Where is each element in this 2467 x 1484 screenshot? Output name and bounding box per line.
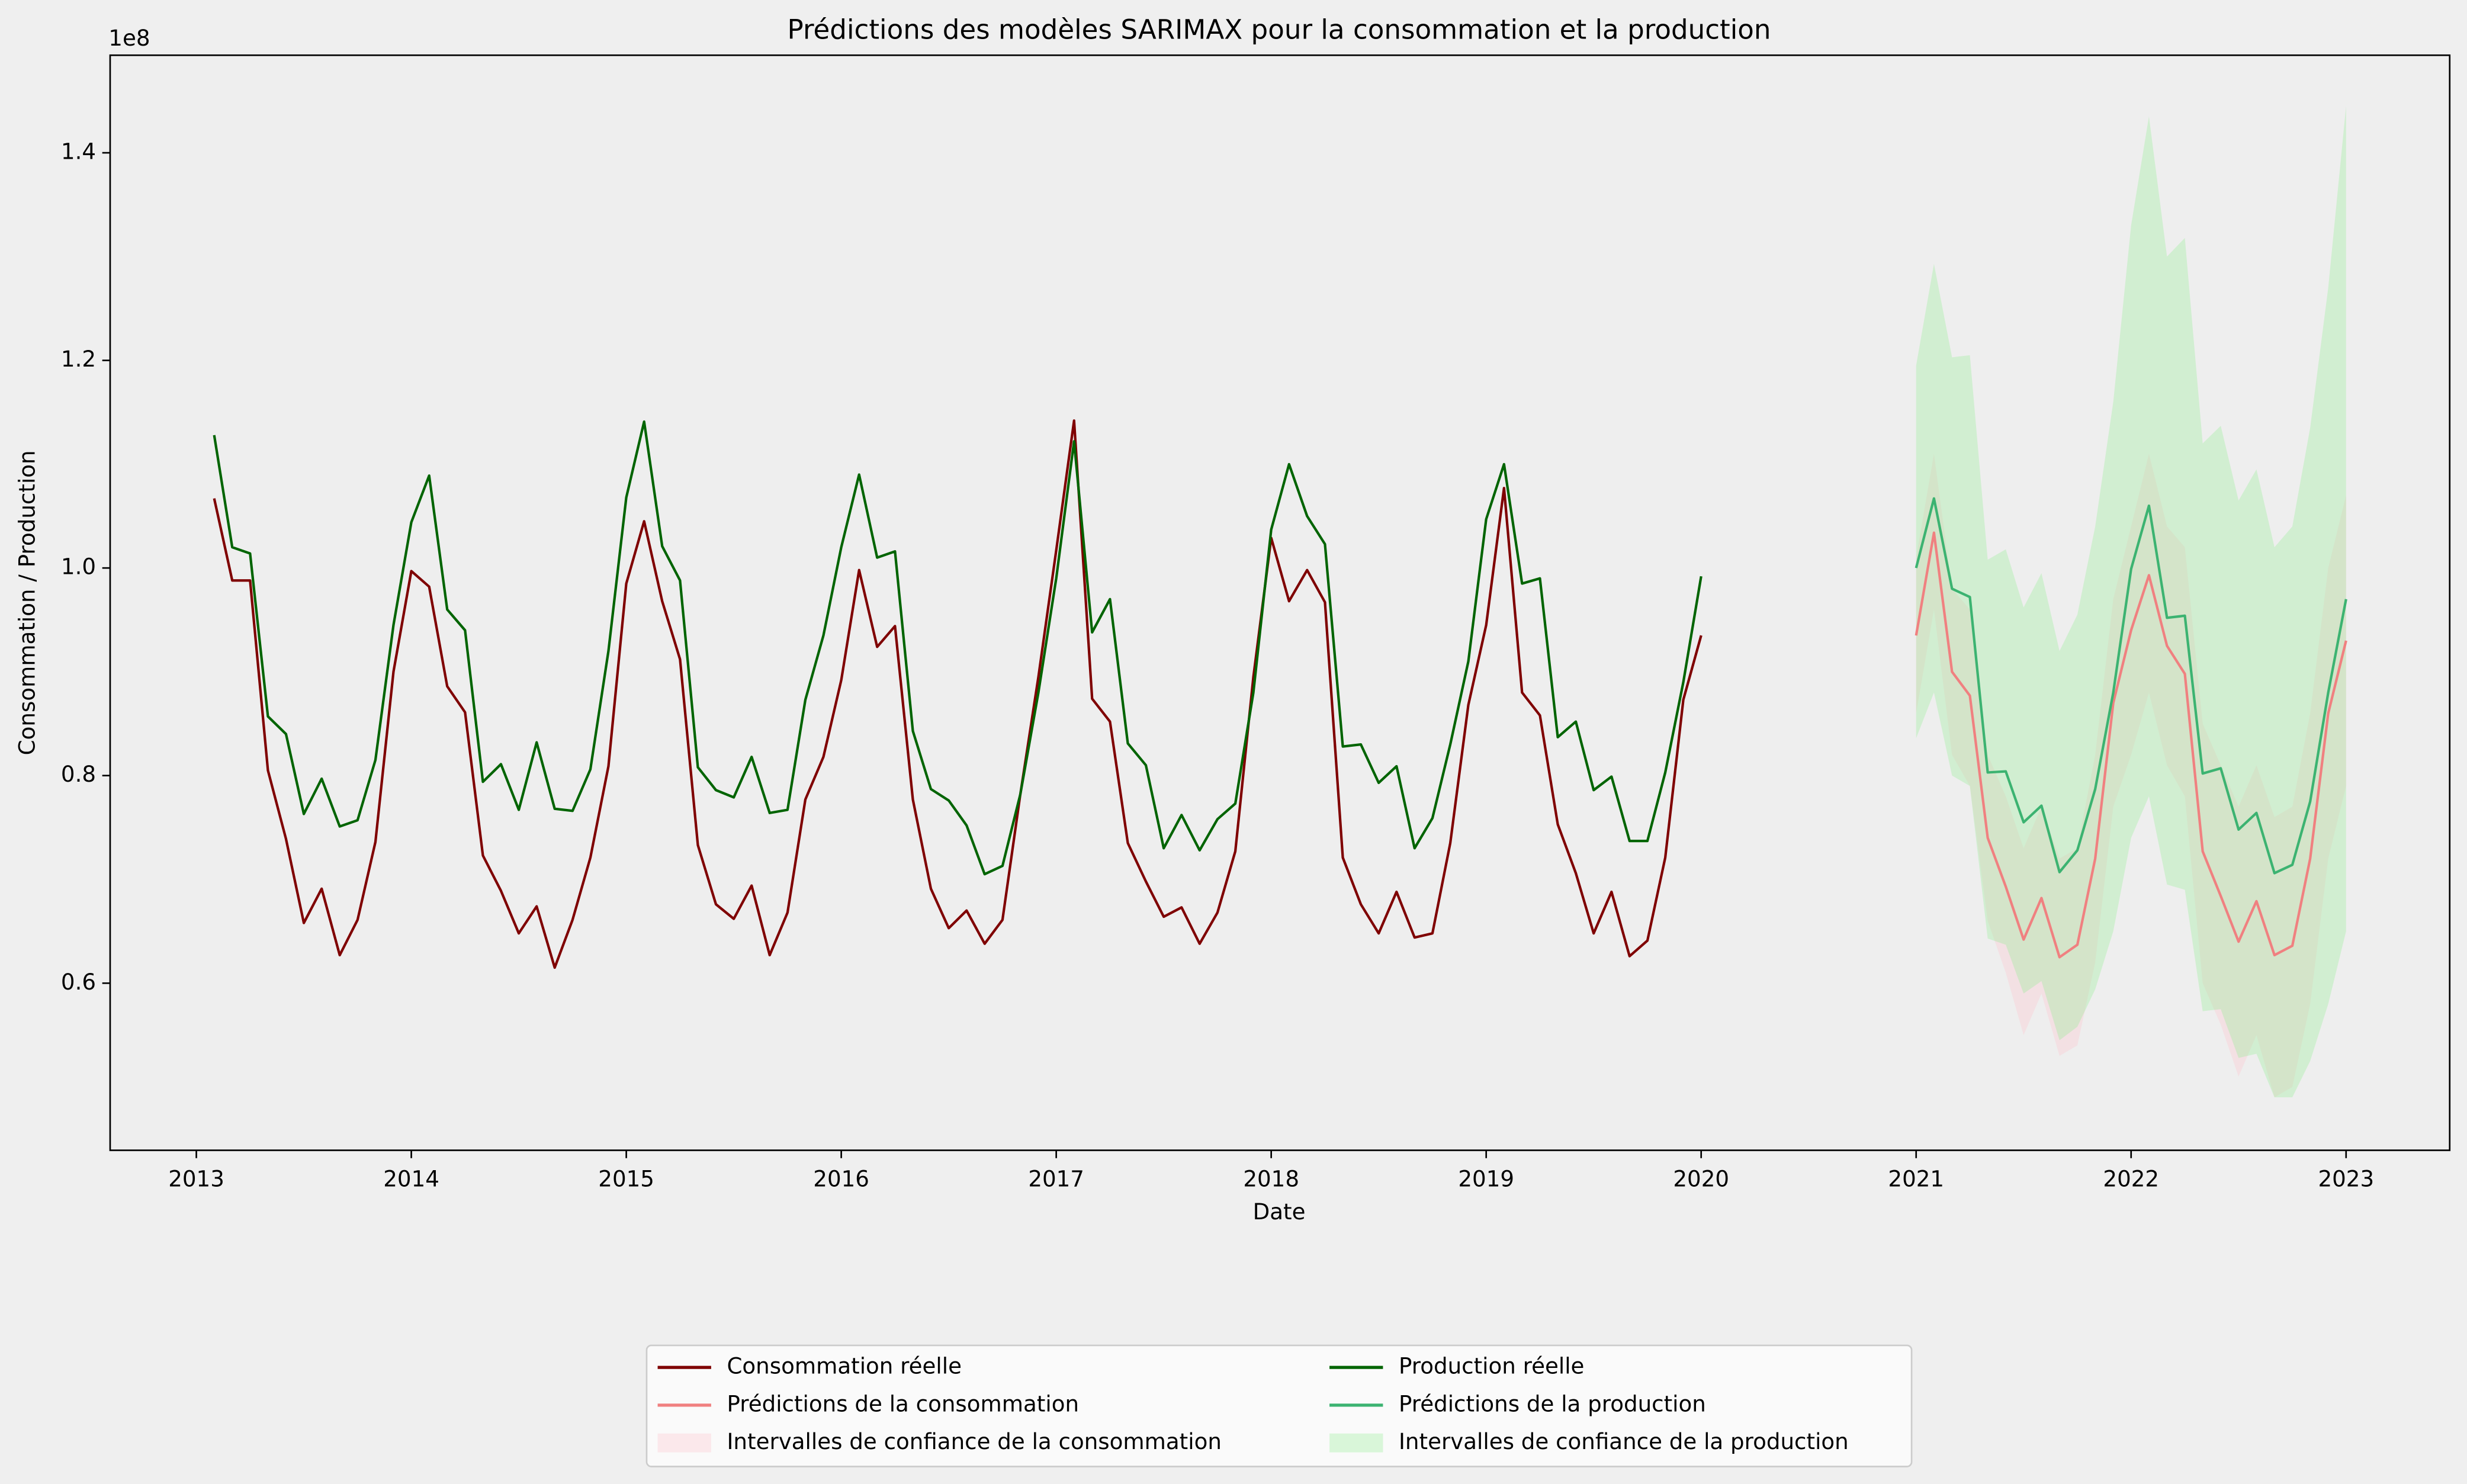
legend-label: Production réelle <box>1399 1353 1584 1379</box>
y-tick-label: 0.6 <box>61 969 96 995</box>
x-tick-label: 2019 <box>1458 1165 1514 1191</box>
legend-swatch <box>1329 1433 1383 1453</box>
y-tick-label: 1.4 <box>61 139 96 165</box>
legend-label: Prédictions de la production <box>1399 1390 1706 1416</box>
legend-label: Intervalles de confiance de la consommat… <box>727 1428 1221 1454</box>
y-axis-label: Consommation / Production <box>14 450 40 755</box>
x-tick-label: 2020 <box>1673 1165 1729 1191</box>
x-tick-label: 2013 <box>168 1165 224 1191</box>
series-line <box>1915 497 2347 875</box>
legend-label: Intervalles de confiance de la productio… <box>1399 1428 1849 1454</box>
x-tick-label: 2014 <box>383 1165 439 1191</box>
legend-label: Consommation réelle <box>727 1353 961 1379</box>
series-line <box>213 419 1703 969</box>
legend-swatch <box>657 1433 711 1453</box>
y-tick-label: 1.2 <box>61 346 96 372</box>
x-tick-label: 2021 <box>1888 1165 1944 1191</box>
confidence-band <box>1916 106 2346 1098</box>
plot-background <box>110 55 2450 1151</box>
x-tick-label: 2015 <box>598 1165 654 1191</box>
plot-area <box>213 106 2347 1098</box>
series-line <box>213 420 1703 876</box>
x-tick-label: 2018 <box>1243 1165 1299 1191</box>
legend-label: Prédictions de la consommation <box>727 1390 1079 1416</box>
plot-frame <box>109 54 2451 1151</box>
x-tick-label: 2022 <box>2103 1165 2159 1191</box>
x-tick-label: 2016 <box>813 1165 869 1191</box>
x-tick-label: 2017 <box>1028 1165 1084 1191</box>
y-tick-label: 1.0 <box>61 554 96 580</box>
x-tick-label: 2023 <box>2318 1165 2374 1191</box>
legend: Consommation réelle Prédictions de la con… <box>645 1344 1913 1467</box>
legend-box <box>645 1344 1913 1467</box>
x-axis-label: Date <box>1253 1199 1306 1225</box>
chart-title: Prédictions des modèles SARIMAX pour la … <box>788 14 1771 45</box>
y-tick-label: 0.8 <box>61 761 96 787</box>
series-line <box>1915 531 2347 959</box>
y-offset-label: 1e8 <box>108 25 150 51</box>
